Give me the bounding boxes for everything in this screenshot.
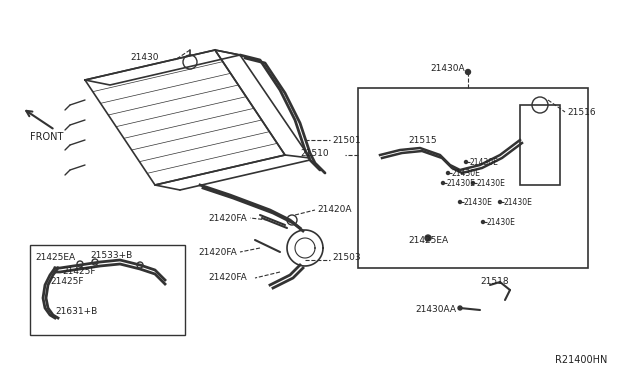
Text: 21430A: 21430A [430, 64, 465, 73]
Circle shape [425, 235, 431, 241]
Bar [520, 105, 560, 185]
Text: 21518: 21518 [480, 278, 509, 286]
Text: 21501: 21501 [332, 135, 360, 144]
Text: 21430E: 21430E [470, 157, 499, 167]
Circle shape [458, 201, 461, 203]
Circle shape [447, 171, 449, 174]
Text: 21425F: 21425F [62, 267, 95, 276]
Text: 21430E: 21430E [464, 198, 493, 206]
Circle shape [442, 182, 445, 185]
Text: 21503: 21503 [332, 253, 360, 263]
Text: 21515: 21515 [408, 135, 436, 144]
Text: 21425EA: 21425EA [35, 253, 75, 263]
Text: 21425EA: 21425EA [408, 235, 448, 244]
Circle shape [458, 306, 462, 310]
Text: 21516: 21516 [567, 108, 596, 116]
Text: 21420A: 21420A [317, 205, 351, 214]
Circle shape [465, 160, 467, 164]
Text: 21631+B: 21631+B [55, 308, 97, 317]
Text: R21400HN: R21400HN [555, 355, 607, 365]
Bar [358, 88, 588, 268]
Circle shape [472, 182, 474, 185]
Text: 21430E: 21430E [487, 218, 516, 227]
Text: 21430E: 21430E [447, 179, 476, 187]
Text: 21510: 21510 [300, 148, 328, 157]
Text: 21430E: 21430E [452, 169, 481, 177]
Circle shape [481, 221, 484, 224]
Text: 21430AA: 21430AA [415, 305, 456, 314]
Text: 21533+B: 21533+B [90, 251, 132, 260]
Circle shape [499, 201, 502, 203]
Circle shape [465, 70, 470, 74]
Text: 21425F: 21425F [50, 278, 83, 286]
Text: 21430: 21430 [130, 52, 159, 61]
Text: 21420FA: 21420FA [198, 247, 237, 257]
Text: 21430E: 21430E [477, 179, 506, 187]
Text: FRONT: FRONT [30, 132, 63, 142]
Text: 21420FA: 21420FA [208, 214, 247, 222]
Text: 21420FA: 21420FA [208, 273, 247, 282]
Text: 21430E: 21430E [504, 198, 533, 206]
Bar [30, 245, 185, 335]
